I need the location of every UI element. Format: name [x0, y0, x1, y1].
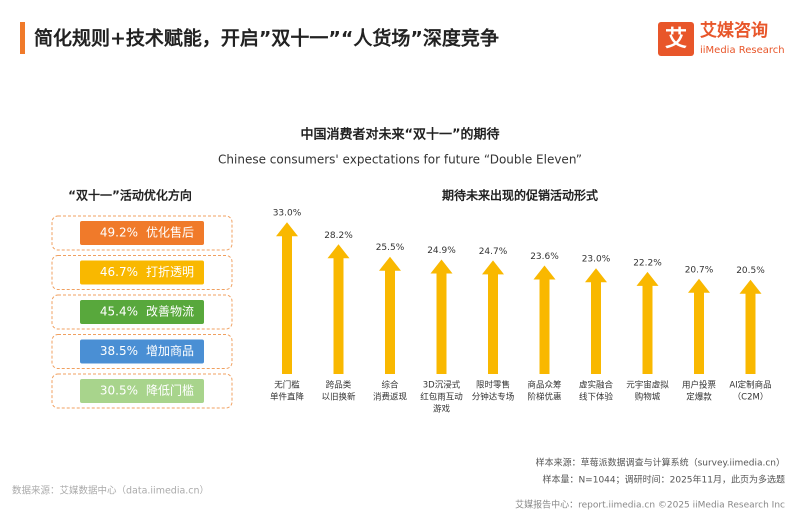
- sample-source: 样本来源：草莓派数据调查与计算系统（survey.iimedia.cn）: [536, 457, 785, 469]
- logo-mark: 艾: [665, 27, 687, 52]
- value-label: 23.6%: [530, 252, 559, 262]
- row-frame: [51, 334, 233, 369]
- value-label: 49.2%: [100, 226, 138, 240]
- category-label: 综合: [381, 380, 399, 391]
- category-label: 阶梯优惠: [527, 392, 561, 403]
- category-label: 跨品类: [326, 380, 352, 391]
- value-label: 25.5%: [376, 243, 405, 253]
- right-title: 期待未来出现的促销活动形式: [442, 188, 598, 203]
- category-label: 3D沉浸式: [423, 380, 461, 391]
- pill: [80, 260, 204, 285]
- value-label: 23.0%: [582, 255, 611, 265]
- row-frame: [51, 294, 233, 330]
- category-label: 消费返现: [373, 392, 408, 403]
- arrow: [533, 265, 556, 374]
- logo-en: iiMedia Research: [700, 45, 785, 56]
- category-label: （C2M）: [733, 392, 769, 403]
- item-label: 打折透明: [146, 264, 194, 279]
- category-label: 商品众筹: [527, 380, 562, 391]
- category-label: 虚实融合: [579, 380, 614, 391]
- arrow: [688, 278, 710, 374]
- arrow: [585, 268, 607, 374]
- value-label: 22.2%: [633, 258, 662, 268]
- item-label: 改善物流: [146, 304, 194, 319]
- value-label: 45.4%: [100, 305, 138, 319]
- category-label: 分钟达专场: [472, 392, 515, 403]
- arrow: [276, 222, 298, 374]
- value-label: 33.0%: [273, 209, 302, 219]
- value-label: 46.7%: [100, 265, 138, 279]
- arrow: [482, 260, 504, 374]
- logo-box: [658, 22, 694, 56]
- arrow: [379, 256, 401, 374]
- row-frame: [51, 373, 233, 409]
- category-label: 线下体验: [579, 392, 614, 403]
- category-label: 游戏: [433, 404, 451, 415]
- main-title: 中国消费者对未来“双十一”的期待: [300, 127, 499, 143]
- value-label: 24.7%: [479, 247, 508, 257]
- category-label: 元宇宙虚拟: [626, 380, 669, 391]
- sample-info: 样本量：N=1044；调研时间：2025年11月，此页为多选题: [542, 474, 785, 486]
- subtitle: Chinese consumers' expectations for futu…: [218, 153, 582, 167]
- value-label: 28.2%: [324, 231, 353, 241]
- arrow: [327, 244, 350, 374]
- category-label: 定爆款: [686, 392, 712, 403]
- category-label: 限时零售: [476, 380, 510, 391]
- pill: [80, 300, 204, 324]
- value-label: 20.7%: [685, 265, 714, 275]
- source: 数据来源：艾媒数据中心（data.iimedia.cn）: [12, 485, 209, 497]
- arrow: [430, 259, 453, 374]
- value-label: 20.5%: [736, 266, 765, 276]
- slide-title: 简化规则+技术赋能，开启”双十一”“人货场”深度竞争: [34, 27, 499, 50]
- report-link: 艾媒报告中心：report.iimedia.cn ©2025 iiMedia R…: [515, 499, 785, 511]
- arrow: [636, 271, 659, 374]
- category-label: 用户投票: [682, 380, 717, 391]
- left-title: “双十一”活动优化方向: [68, 188, 192, 203]
- item-label: 优化售后: [146, 225, 194, 240]
- category-label: 无门槛: [274, 380, 300, 391]
- value-label: 24.9%: [427, 246, 456, 256]
- category-label: AI定制商品: [729, 380, 771, 391]
- category-label: 购物城: [635, 392, 661, 403]
- category-label: 以旧换新: [321, 392, 356, 403]
- row-frame: [51, 215, 233, 251]
- category-label: 红包雨互动: [420, 392, 463, 403]
- title-accent: [20, 22, 25, 54]
- item-label: 降低门槛: [146, 383, 194, 398]
- pill: [80, 339, 204, 364]
- pill: [80, 221, 204, 245]
- arrow: [739, 279, 762, 374]
- value-label: 30.5%: [100, 384, 138, 398]
- row-frame: [51, 255, 233, 290]
- logo-name: 艾媒咨询: [700, 20, 768, 41]
- value-label: 38.5%: [100, 344, 138, 358]
- item-label: 增加商品: [146, 343, 194, 358]
- category-label: 单件直降: [270, 392, 305, 403]
- pill: [80, 379, 204, 403]
